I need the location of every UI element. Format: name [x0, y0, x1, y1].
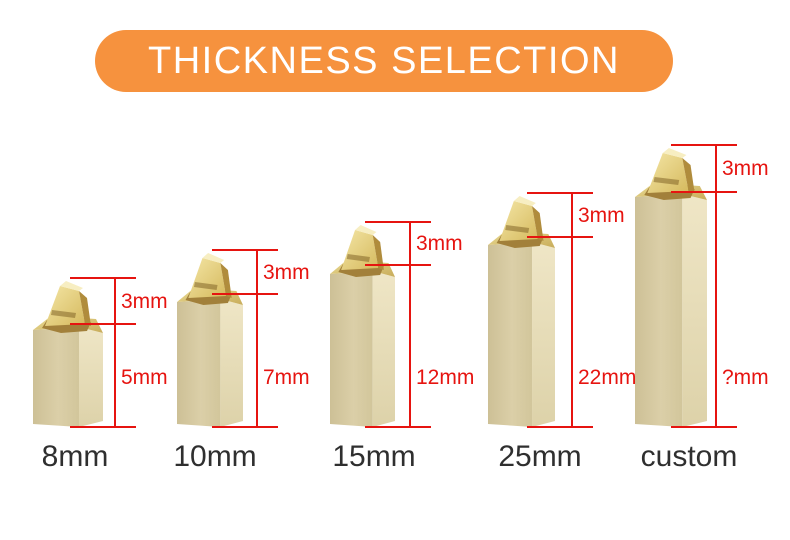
- dimension-line-top: [212, 249, 278, 251]
- dimension-line-middle: [365, 264, 431, 266]
- dimension-line-vertical: [571, 193, 573, 427]
- dimension-label-head-thickness: 3mm: [722, 157, 769, 180]
- brass-stamp-image-custom: [635, 148, 707, 427]
- dimension-line-bottom: [212, 426, 278, 428]
- dimension-label-head-thickness: 3mm: [263, 261, 310, 284]
- brass-stamp-image-15mm: [330, 225, 395, 427]
- dimension-line-vertical: [256, 250, 258, 427]
- dimension-label-body-thickness: 5mm: [121, 366, 168, 389]
- dimension-label-body-thickness: 22mm: [578, 366, 637, 389]
- dimension-line-top: [365, 221, 431, 223]
- product-name: custom: [640, 440, 738, 473]
- dimension-line-vertical: [715, 145, 717, 427]
- dimension-line-middle: [527, 236, 593, 238]
- dimension-line-vertical: [114, 278, 116, 427]
- brass-stamp-image-10mm: [177, 253, 243, 427]
- dimension-line-bottom: [365, 426, 431, 428]
- product-name: 8mm: [41, 440, 109, 473]
- dimension-label-head-thickness: 3mm: [416, 232, 463, 255]
- dimension-label-body-thickness: 12mm: [416, 366, 475, 389]
- thickness-selection-banner: THICKNESS SELECTION: [95, 30, 673, 92]
- product-name: 15mm: [332, 440, 416, 473]
- dimension-label-body-thickness: 7mm: [263, 366, 310, 389]
- dimension-line-middle: [212, 293, 278, 295]
- dimension-line-bottom: [70, 426, 136, 428]
- dimension-line-bottom: [671, 426, 737, 428]
- brass-stamp-image-25mm: [488, 196, 555, 427]
- dimension-line-top: [527, 192, 593, 194]
- dimension-line-top: [671, 144, 737, 146]
- product-name: 10mm: [173, 440, 257, 473]
- dimension-line-top: [70, 277, 136, 279]
- dimension-line-middle: [671, 191, 737, 193]
- product-name: 25mm: [498, 440, 582, 473]
- banner-title: THICKNESS SELECTION: [148, 39, 620, 82]
- dimension-label-head-thickness: 3mm: [578, 204, 625, 227]
- brass-stamp-image-8mm: [33, 281, 103, 427]
- dimension-label-head-thickness: 3mm: [121, 290, 168, 313]
- dimension-line-bottom: [527, 426, 593, 428]
- dimension-line-middle: [70, 323, 136, 325]
- dimension-label-body-thickness: ?mm: [722, 366, 769, 389]
- dimension-line-vertical: [409, 222, 411, 427]
